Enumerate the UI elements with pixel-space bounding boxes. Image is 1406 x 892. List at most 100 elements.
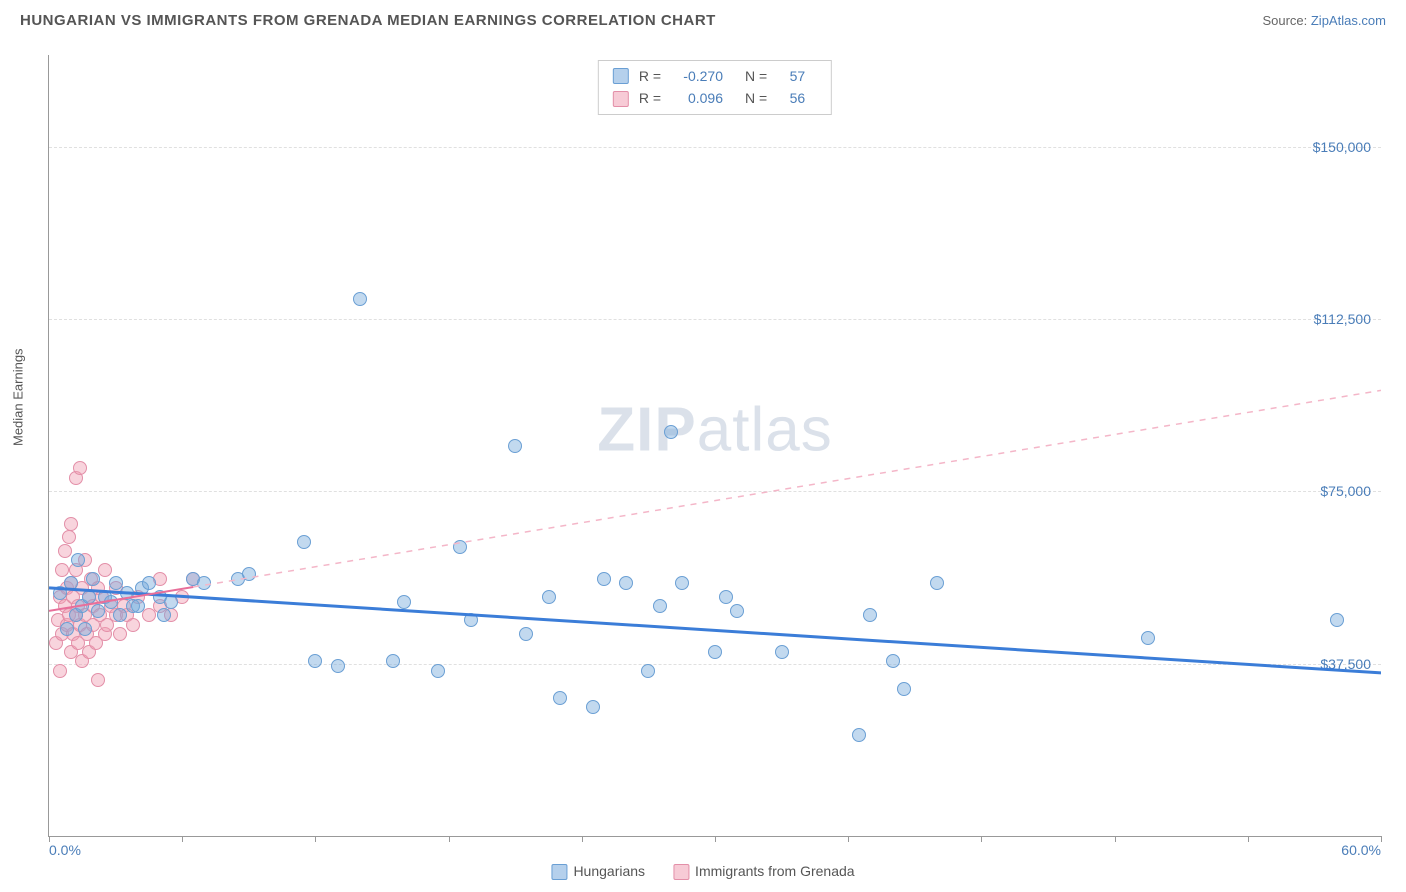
stats-row: R =0.096N =56	[613, 87, 817, 109]
data-point	[619, 576, 633, 590]
data-point	[431, 664, 445, 678]
x-tick-mark	[449, 836, 450, 842]
data-point	[331, 659, 345, 673]
stat-n-value: 57	[777, 65, 805, 87]
x-tick-mark	[981, 836, 982, 842]
data-point	[1330, 613, 1344, 627]
stat-r-label: R =	[639, 65, 661, 87]
plot-area: $37,500$75,000$112,500$150,0000.0%60.0%	[49, 55, 1381, 836]
x-tick-mark	[1115, 836, 1116, 842]
y-tick-label: $150,000	[1313, 139, 1371, 155]
data-point	[62, 530, 76, 544]
data-point	[157, 608, 171, 622]
y-tick-label: $112,500	[1314, 311, 1371, 327]
data-point	[719, 590, 733, 604]
data-point	[82, 590, 96, 604]
data-point	[64, 517, 78, 531]
data-point	[597, 572, 611, 586]
data-point	[863, 608, 877, 622]
stat-r-value: -0.270	[671, 65, 723, 87]
data-point	[86, 572, 100, 586]
stat-r-value: 0.096	[671, 87, 723, 109]
x-tick-mark	[315, 836, 316, 842]
stat-n-value: 56	[777, 87, 805, 109]
x-tick-label-max: 60.0%	[1341, 842, 1381, 858]
x-tick-mark	[1381, 836, 1382, 842]
data-point	[708, 645, 722, 659]
data-point	[104, 595, 118, 609]
data-point	[297, 535, 311, 549]
stats-row: R = -0.270 N = 57	[613, 65, 817, 87]
data-point	[397, 595, 411, 609]
data-point	[453, 540, 467, 554]
data-point	[58, 544, 72, 558]
data-point	[730, 604, 744, 618]
legend-swatch	[551, 864, 567, 880]
x-tick-mark	[182, 836, 183, 842]
data-point	[886, 654, 900, 668]
x-tick-mark	[715, 836, 716, 842]
data-point	[73, 461, 87, 475]
data-point	[852, 728, 866, 742]
data-point	[142, 576, 156, 590]
x-tick-mark	[848, 836, 849, 842]
data-point	[120, 586, 134, 600]
data-point	[113, 627, 127, 641]
data-point	[308, 654, 322, 668]
scatter-chart: ZIPatlas $37,500$75,000$112,500$150,0000…	[48, 55, 1381, 837]
source-link[interactable]: ZipAtlas.com	[1311, 13, 1386, 28]
data-point	[91, 673, 105, 687]
legend-swatch	[673, 864, 689, 880]
stat-n-label: N =	[745, 65, 767, 87]
data-point	[55, 563, 69, 577]
legend-item: Immigrants from Grenada	[673, 863, 855, 880]
source-prefix: Source:	[1262, 13, 1310, 28]
legend-label: Immigrants from Grenada	[695, 863, 855, 879]
data-point	[78, 622, 92, 636]
data-point	[653, 599, 667, 613]
data-point	[508, 439, 522, 453]
gridline	[49, 147, 1381, 148]
data-point	[897, 682, 911, 696]
data-point	[98, 563, 112, 577]
data-point	[113, 608, 127, 622]
data-point	[542, 590, 556, 604]
trendlines	[49, 55, 1381, 836]
legend-swatch	[613, 91, 629, 107]
y-tick-label: $75,000	[1320, 483, 1371, 499]
legend-item: Hungarians	[551, 863, 645, 880]
chart-header: HUNGARIAN VS IMMIGRANTS FROM GRENADA MED…	[0, 0, 1406, 37]
data-point	[553, 691, 567, 705]
data-point	[64, 576, 78, 590]
data-point	[675, 576, 689, 590]
y-axis-label: Median Earnings	[11, 348, 26, 446]
data-point	[519, 627, 533, 641]
data-point	[386, 654, 400, 668]
chart-title: HUNGARIAN VS IMMIGRANTS FROM GRENADA MED…	[20, 12, 716, 29]
x-tick-mark	[582, 836, 583, 842]
legend-label: Hungarians	[573, 863, 645, 879]
data-point	[930, 576, 944, 590]
gridline	[49, 664, 1381, 665]
correlation-stats-box: R = -0.270 N = 57R =0.096N =56	[598, 60, 832, 115]
data-point	[353, 292, 367, 306]
data-point	[242, 567, 256, 581]
x-tick-label-min: 0.0%	[49, 842, 81, 858]
x-tick-mark	[1248, 836, 1249, 842]
source-credit: Source: ZipAtlas.com	[1262, 13, 1386, 28]
data-point	[60, 622, 74, 636]
gridline	[49, 491, 1381, 492]
data-point	[1141, 631, 1155, 645]
data-point	[586, 700, 600, 714]
data-point	[131, 599, 145, 613]
data-point	[464, 613, 478, 627]
legend-swatch	[613, 68, 629, 84]
data-point	[71, 553, 85, 567]
data-point	[91, 604, 105, 618]
gridline	[49, 319, 1381, 320]
data-point	[53, 664, 67, 678]
data-point	[126, 618, 140, 632]
chart-legend: Hungarians Immigrants from Grenada	[551, 863, 854, 880]
data-point	[775, 645, 789, 659]
y-tick-label: $37,500	[1320, 656, 1371, 672]
